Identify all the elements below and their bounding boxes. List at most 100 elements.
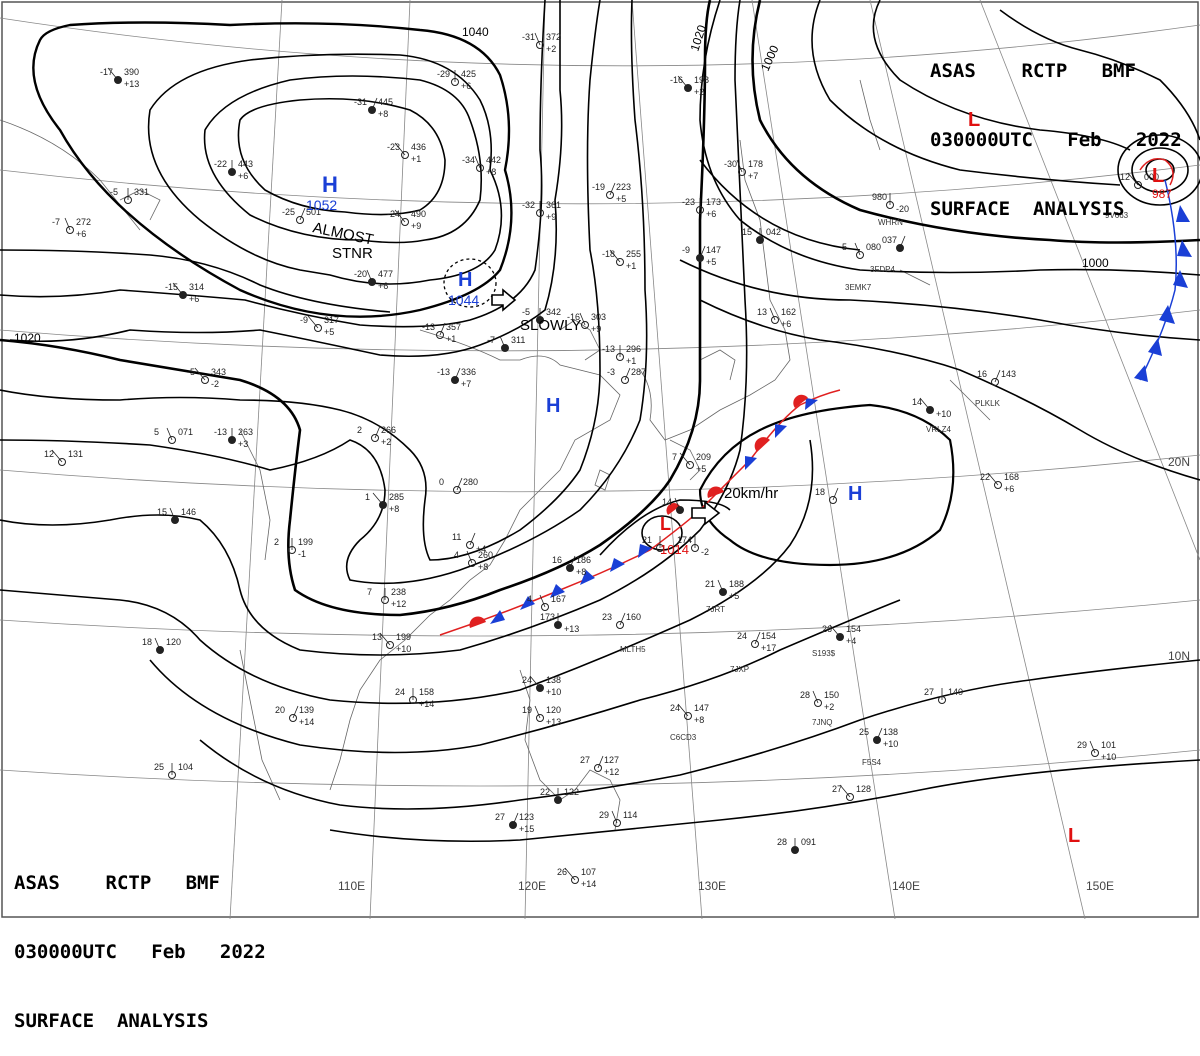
station-value: 13 [757, 307, 767, 317]
station-value: 15 [742, 227, 752, 237]
station-value: +10 [1101, 752, 1116, 762]
station-value: -32 [522, 200, 535, 210]
station-value: -29 [437, 69, 450, 79]
station-value: +6 [378, 281, 388, 291]
station-value: 28 [777, 837, 787, 847]
isobar-1020 [0, 0, 712, 617]
station-plot: 12 000 [1120, 172, 1159, 189]
wind-barb [379, 632, 391, 646]
station-value: 4 [454, 550, 459, 560]
isobar-label-1000-right: 1000 [1082, 256, 1109, 270]
station-value: +14 [419, 699, 434, 709]
station-value: 209 [696, 452, 711, 462]
station-value: 7 [672, 452, 677, 462]
station-circle [541, 603, 549, 611]
station-value: 12 [1120, 172, 1130, 182]
station-value: -13 [602, 344, 615, 354]
wind-barb [829, 624, 841, 638]
station-value: -16 [670, 75, 683, 85]
station-plot: 20 139 +14 [275, 705, 314, 727]
station-value: 198 [694, 75, 709, 85]
station-value: 12 [44, 449, 54, 459]
station-value: 26 [557, 867, 567, 877]
station-circle [66, 226, 74, 234]
station-plot: 24 147 +8 [670, 703, 709, 725]
station-value: 16 [977, 369, 987, 379]
station-value: -23 [682, 197, 695, 207]
station-plot: 7 238 +12 [367, 587, 406, 609]
station-value: 1 [365, 492, 370, 502]
station-value: 14 [662, 497, 672, 507]
station-plot: -9 317 +5 [300, 315, 339, 337]
station-plot: -5 331 [110, 187, 149, 204]
station-circle [296, 216, 304, 224]
station-circle [686, 461, 694, 469]
station-plot: 21 188 +5 [705, 579, 744, 601]
station-plot: 1 285 +8 [365, 492, 404, 514]
station-value: 372 [546, 32, 561, 42]
header-bottom-line1: ASAS RCTP BMF [14, 872, 220, 894]
station-value: -34 [462, 155, 475, 165]
station-plot: -29 425 +6 [437, 69, 476, 91]
station-value: -17 [100, 67, 113, 77]
station-value: +17 [761, 643, 776, 653]
station-plot: -3 287 [607, 367, 646, 384]
station-circle [621, 376, 629, 384]
station-value: +14 [299, 717, 314, 727]
station-value: 168 [1004, 472, 1019, 482]
station-value: 27 [924, 687, 934, 697]
station-plot: 174 -2 [677, 535, 709, 557]
station-value: 147 [706, 245, 721, 255]
station-value: 071 [178, 427, 193, 437]
station-plot: -7 272 +6 [52, 217, 91, 239]
station-value: 342 [546, 307, 561, 317]
station-value: -31 [522, 32, 535, 42]
wind-barb [677, 703, 689, 717]
station-plot: 15 042 [742, 227, 781, 244]
station-value: +6 [706, 209, 716, 219]
wind-barb [299, 207, 306, 221]
wind-barb [611, 810, 618, 824]
station-value: 29 [1077, 740, 1087, 750]
low-value-1014: 1014 [660, 542, 689, 557]
station-value: +1 [446, 334, 456, 344]
station-circle [846, 793, 854, 801]
station-value: 223 [616, 182, 631, 192]
station-value: 238 [391, 587, 406, 597]
wind-barb [499, 335, 506, 349]
station-value: 21 [642, 535, 652, 545]
station-value: +7 [461, 379, 471, 389]
station-circle [684, 712, 692, 720]
station-plot: -23 173 +6 [682, 197, 721, 219]
station-circle [314, 324, 322, 332]
station-value: +6 [1004, 484, 1014, 494]
station-plot: -17 390 +13 [100, 67, 139, 89]
lat-label-10N: 10N [1168, 649, 1190, 663]
station-value: 101 [1101, 740, 1116, 750]
parallels [0, 17, 1200, 787]
station-value: 173 [540, 612, 555, 622]
station-value: 167 [551, 594, 566, 604]
station-value: +13 [124, 79, 139, 89]
ship-id-label: 7JRT [706, 605, 725, 614]
station-value: 436 [411, 142, 426, 152]
station-value: 23 [602, 612, 612, 622]
station-plot: 0 280 [439, 477, 478, 494]
station-value: +8 [576, 567, 586, 577]
station-value: -13 [214, 427, 227, 437]
low-center-se: L [1068, 825, 1080, 847]
station-plot: -13 336 +7 [437, 367, 476, 389]
station-value: 331 [134, 187, 149, 197]
station-plot: 18 [815, 487, 839, 504]
station-value: 120 [546, 705, 561, 715]
station-value: 042 [766, 227, 781, 237]
station-circle [829, 496, 837, 504]
wind-barb [717, 579, 724, 593]
station-value: 104 [178, 762, 193, 772]
station-value: 361 [546, 200, 561, 210]
station-value: 21 [705, 579, 715, 589]
station-value: -5 [522, 307, 530, 317]
station-plot: 15 146 [157, 507, 196, 524]
station-value: 27 [832, 784, 842, 794]
wind-barb [529, 675, 541, 689]
